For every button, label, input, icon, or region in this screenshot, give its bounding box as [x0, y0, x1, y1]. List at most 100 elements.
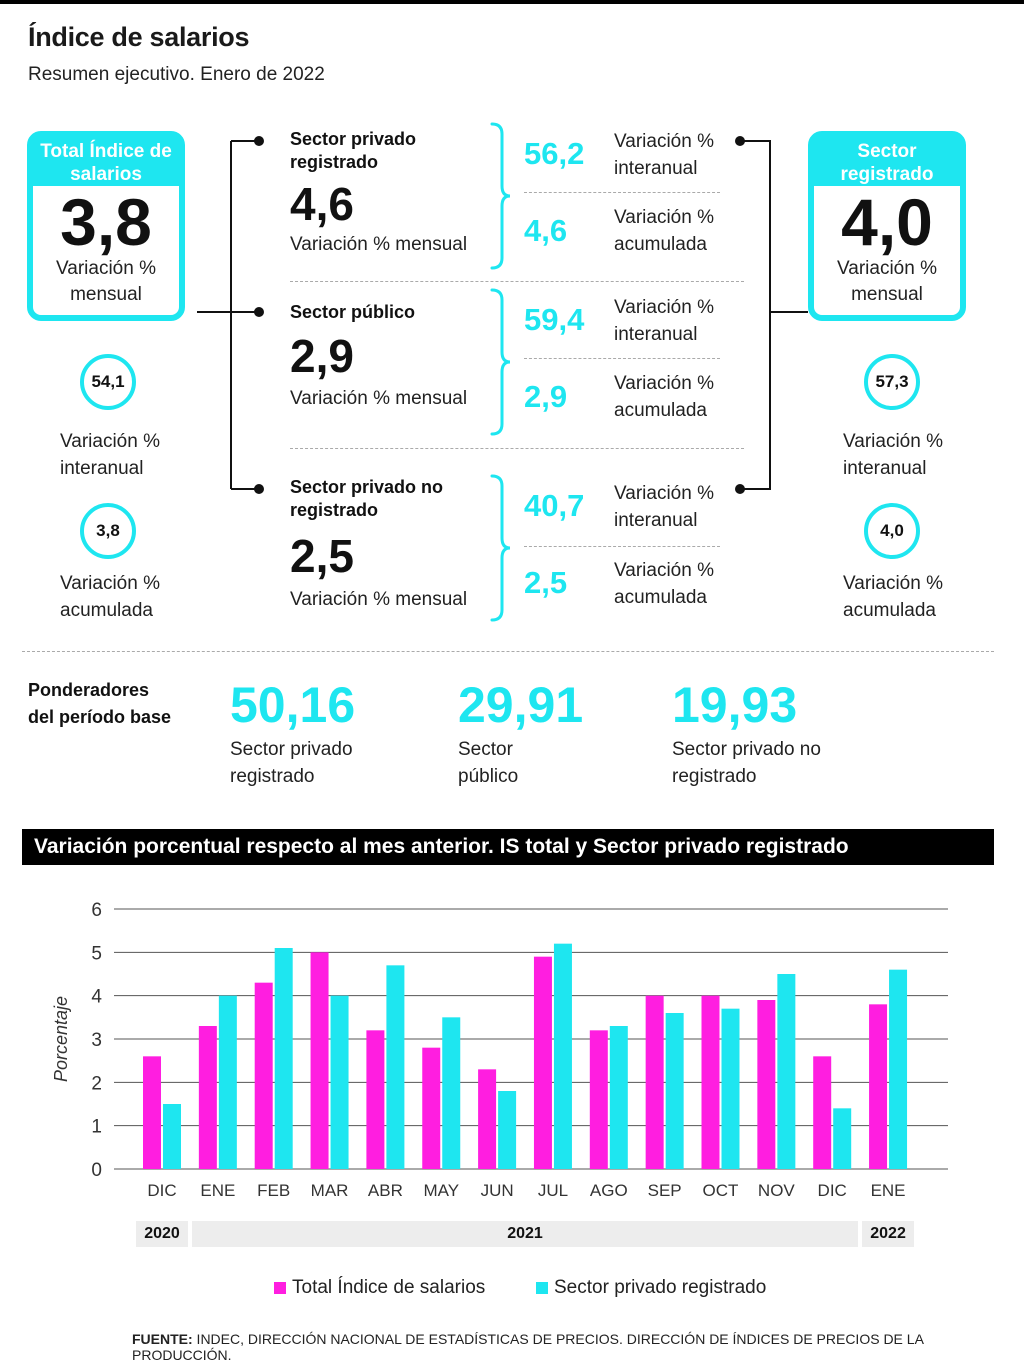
x-tick-label: MAY: [423, 1181, 459, 1200]
legend-swatch-total: [274, 1281, 286, 1294]
bar: [218, 995, 237, 1169]
bar: [478, 1069, 497, 1169]
sector-registrado-box: Sector registrado 4,0 Variación % mensua…: [808, 131, 966, 321]
sector-publico-acumulada: 2,9: [524, 379, 568, 414]
bar: [330, 995, 349, 1169]
bar: [665, 1013, 684, 1169]
bar: [198, 1026, 217, 1169]
registrado-interanual-label: Variación % interanual: [843, 431, 943, 479]
x-tick-label: JUN: [481, 1181, 514, 1200]
registrado-acumulada-label: Variación % acumulada: [843, 573, 943, 621]
sector-publico-interanual: 59,4: [524, 302, 585, 337]
connector-lines: [197, 122, 808, 622]
x-tick-label: ENE: [871, 1181, 906, 1200]
sector-privado-registrado-interanual: 56,2: [524, 136, 585, 171]
bar: [589, 1030, 608, 1169]
sector-privado-no-registrado-value: 2,5: [290, 530, 354, 582]
top-rule: [0, 0, 1024, 4]
ponderador-value-privado-registrado: 50,16: [230, 677, 356, 733]
bar: [609, 1026, 628, 1169]
sector-privado-registrado-interanual-label: Variación % interanual: [614, 131, 714, 179]
total-acumulada-circle: 3,8: [80, 503, 136, 559]
total-interanual-circle: 54,1: [80, 354, 136, 410]
sector-privado-no-registrado-acumulada-label: Variación % acumulada: [614, 560, 714, 608]
y-tick-label: 1: [91, 1117, 102, 1138]
legend-label-total: Total Índice de salarios: [292, 1277, 486, 1298]
y-tick-label: 3: [91, 1030, 102, 1051]
bar: [813, 1056, 832, 1169]
total-index-value: 3,8: [60, 185, 152, 259]
ponderador-value-publico: 29,91: [458, 677, 584, 733]
sector-publico-value: 2,9: [290, 330, 354, 382]
total-index-label: Variación % mensual: [56, 258, 156, 305]
bar: [777, 974, 796, 1169]
sector-publico-label: Variación % mensual: [290, 388, 468, 409]
total-acumulada-label: Variación % acumulada: [60, 573, 160, 621]
registrado-acumulada-circle: 4,0: [864, 503, 920, 559]
y-tick-label: 5: [91, 943, 102, 964]
x-tick-label: NOV: [758, 1181, 796, 1200]
total-index-head: Total Índice de salarios: [33, 137, 179, 186]
page-subtitle: Resumen ejecutivo. Enero de 2022: [28, 64, 325, 85]
divider: [524, 358, 720, 359]
x-tick-label: OCT: [703, 1181, 739, 1200]
ponderador-label-privado-registrado: Sector privado registrado: [230, 739, 353, 787]
bar: [422, 1047, 441, 1169]
year-band: 2021: [191, 1221, 859, 1247]
ponderador-value-no-registrado: 19,93: [672, 677, 798, 733]
x-tick-label: FEB: [257, 1181, 290, 1200]
legend-item-total: Total Índice de salarios: [274, 1277, 485, 1299]
sector-privado-registrado-acumulada: 4,6: [524, 213, 568, 248]
sector-privado-registrado-value: 4,6: [290, 178, 354, 230]
bar: [533, 956, 552, 1169]
sector-privado-no-registrado-label: Variación % mensual: [290, 589, 468, 610]
bar: [143, 1056, 161, 1169]
bar: [498, 1091, 517, 1169]
bar: [721, 1008, 740, 1169]
ponderador-label-no-registrado: Sector privado no registrado: [672, 739, 821, 787]
x-tick-label: ABR: [368, 1181, 403, 1200]
divider: [290, 281, 744, 282]
bar: [254, 982, 273, 1169]
sector-publico-acumulada-label: Variación % acumulada: [614, 373, 714, 421]
divider: [290, 448, 744, 449]
x-tick-label: MAR: [311, 1181, 349, 1200]
ponderadores-title: Ponderadores del período base: [28, 680, 172, 727]
sector-publico-interanual-label: Variación % interanual: [614, 297, 714, 345]
source-prefix: FUENTE:: [132, 1331, 193, 1347]
total-interanual-label: Variación % interanual: [60, 431, 160, 479]
bar: [889, 969, 908, 1169]
sector-privado-registrado-name: Sector privado registrado: [290, 129, 417, 172]
sector-privado-registrado-label: Variación % mensual: [290, 234, 468, 255]
section-divider: [22, 651, 994, 652]
bar: [386, 965, 405, 1169]
divider: [524, 192, 720, 193]
legend-label-privado: Sector privado registrado: [554, 1277, 767, 1298]
bar: [442, 1017, 461, 1169]
registrado-interanual-circle: 57,3: [864, 354, 920, 410]
y-tick-label: 2: [91, 1073, 102, 1094]
sector-privado-registrado-acumulada-label: Variación % acumulada: [614, 207, 714, 255]
bar: [553, 943, 572, 1169]
sector-privado-no-registrado-name: Sector privado no registrado: [290, 477, 444, 520]
x-tick-label: AGO: [590, 1181, 628, 1200]
sector-privado-no-registrado-acumulada: 2,5: [524, 565, 568, 600]
x-tick-label: DIC: [147, 1181, 176, 1200]
y-tick-label: 0: [91, 1160, 102, 1181]
chart-title: Variación porcentual respecto al mes ant…: [22, 829, 994, 865]
bar: [701, 995, 720, 1169]
year-band: 2020: [136, 1221, 188, 1247]
y-axis-label: Porcentaje: [51, 996, 71, 1082]
bar: [833, 1108, 852, 1169]
x-tick-label: ENE: [200, 1181, 235, 1200]
legend-item-privado: Sector privado registrado: [536, 1277, 766, 1299]
year-band: 2022: [862, 1221, 914, 1247]
y-tick-label: 6: [91, 900, 102, 921]
sector-registrado-label: Variación % mensual: [837, 258, 937, 305]
bar: [869, 1004, 888, 1169]
x-tick-label: DIC: [818, 1181, 847, 1200]
bar: [645, 995, 664, 1169]
source-note: FUENTE: INDEC, DIRECCIÓN NACIONAL DE EST…: [132, 1331, 1024, 1363]
sector-registrado-head: Sector registrado: [814, 137, 960, 186]
bar: [274, 948, 293, 1169]
